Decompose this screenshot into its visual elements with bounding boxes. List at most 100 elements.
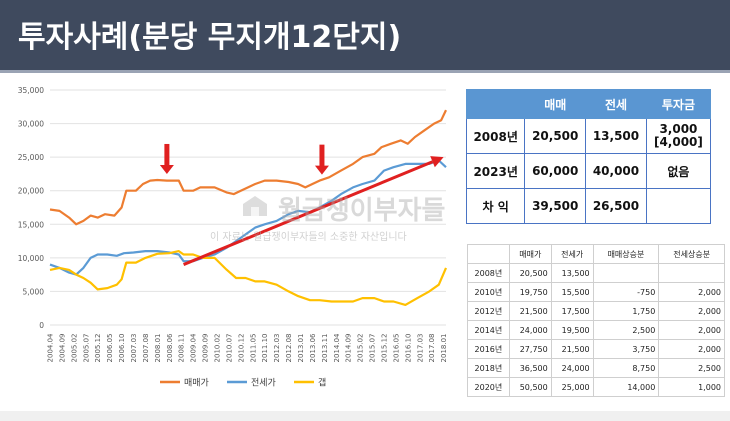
detail-cell-sale: 21,500 [508, 301, 552, 321]
detail-cell-jeonse: 15,500 [550, 282, 594, 302]
detail-cell-year: 2020년 [467, 377, 510, 397]
x-tick-label: 2006.10 [118, 334, 126, 363]
detail-header-sale: 매매가 [508, 244, 552, 264]
x-tick-label: 2013.11 [321, 334, 329, 363]
detail-cell-year: 2016년 [467, 339, 510, 359]
summary-header-sale: 매매 [524, 89, 587, 119]
x-tick-label: 2018.01 [440, 334, 448, 363]
down-arrow-head [159, 164, 174, 174]
x-tick-label: 2007.08 [142, 334, 150, 363]
x-tick-label: 2004.09 [58, 334, 66, 363]
page-title: 투자사례(분당 무지개12단지) [18, 20, 402, 55]
detail-cell-jeonse-up: 2,500 [658, 358, 725, 378]
summary-row-label: 2008년 [465, 118, 526, 154]
detail-cell-sale: 50,500 [508, 377, 552, 397]
x-tick-label: 2012.03 [273, 334, 281, 363]
detail-cell-sale: 24,000 [508, 320, 552, 340]
detail-row: 2014년 24,000 19,500 2,500 2,000 [467, 320, 725, 340]
summary-row-jeonse: 13,500 [585, 118, 647, 154]
summary-row: 2008년 20,500 13,500 3,000 [4,000] [465, 118, 712, 154]
detail-row: 2012년 21,500 17,500 1,750 2,000 [467, 301, 725, 321]
x-tick-label: 2008.01 [154, 334, 162, 363]
x-tick-label: 2017.03 [416, 334, 424, 363]
detail-header-jeonse-up: 전세상승분 [658, 244, 725, 264]
detail-cell-sale-up: 1,750 [592, 301, 660, 321]
summary-row-jeonse: 40,000 [585, 153, 647, 189]
summary-row-label: 2023년 [465, 153, 526, 189]
detail-cell-sale: 20,500 [508, 263, 552, 283]
x-tick-label: 2015.02 [357, 334, 365, 363]
legend-label: 전세가 [251, 378, 276, 389]
detail-cell-jeonse: 25,000 [550, 377, 594, 397]
y-tick-label: 10,000 [18, 254, 44, 263]
x-tick-label: 2008.11 [178, 334, 186, 363]
x-tick-label: 2007.03 [130, 334, 138, 363]
summary-row-sale: 60,000 [524, 153, 587, 189]
detail-cell-jeonse: 17,500 [550, 301, 594, 321]
summary-row-label: 차 익 [465, 188, 526, 224]
x-tick-label: 2004.04 [47, 333, 55, 362]
y-tick-label: 30,000 [18, 120, 44, 129]
detail-row: 2016년 27,750 21,500 3,750 2,000 [467, 339, 725, 359]
summary-row-jeonse: 26,500 [585, 188, 647, 224]
detail-cell-year: 2008년 [467, 263, 510, 283]
detail-cell-jeonse: 24,000 [550, 358, 594, 378]
detail-header-row: 매매가 전세가 매매상승분 전세상승분 [467, 244, 725, 264]
x-tick-label: 2017.08 [428, 334, 436, 363]
detail-cell-sale-up [592, 263, 660, 283]
series-line-gap [49, 250, 448, 306]
detail-row: 2010년 19,750 15,500 -750 2,000 [467, 282, 725, 302]
detail-cell-jeonse-up: 2,000 [658, 339, 725, 359]
x-tick-label: 2014.09 [345, 334, 353, 363]
y-tick-label: 15,000 [18, 220, 44, 229]
x-tick-label: 2012.08 [285, 334, 293, 363]
series-line-jeonse [49, 159, 447, 276]
summary-row: 2023년 60,000 40,000 없음 [465, 153, 712, 189]
detail-row: 2020년 50,500 25,000 14,000 1,000 [467, 377, 725, 397]
title-divider [0, 70, 730, 73]
summary-row-invest: 없음 [645, 153, 712, 189]
legend-label: 갭 [318, 377, 326, 389]
detail-header-jeonse: 전세가 [550, 244, 594, 264]
detail-cell-jeonse-up [658, 263, 725, 283]
legend-label: 매매가 [184, 378, 209, 389]
detail-cell-year: 2010년 [467, 282, 510, 302]
detail-row: 2008년 20,500 13,500 [467, 263, 725, 283]
y-tick-label: 25,000 [18, 153, 44, 162]
summary-row: 차 익 39,500 26,500 [465, 188, 712, 224]
detail-cell-jeonse-up: 1,000 [658, 377, 725, 397]
x-tick-label: 2010.07 [225, 334, 233, 363]
x-tick-label: 2013.06 [309, 333, 317, 362]
detail-cell-jeonse-up: 2,000 [658, 301, 725, 321]
x-tick-label: 2010.02 [213, 334, 221, 363]
detail-cell-jeonse: 13,500 [550, 263, 594, 283]
detail-cell-year: 2014년 [467, 320, 510, 340]
x-tick-label: 2011.05 [249, 334, 257, 363]
detail-cell-sale-up: 2,500 [592, 320, 660, 340]
x-tick-label: 2010.12 [237, 334, 245, 363]
y-tick-label: 20,000 [18, 187, 44, 196]
y-tick-label: 0 [39, 321, 44, 330]
summary-header-row: 매매 전세 투자금 [465, 89, 712, 119]
title-bar: 투자사례(분당 무지개12단지) [0, 0, 730, 70]
x-tick-label: 2015.12 [380, 334, 388, 363]
detail-cell-sale-up: -750 [592, 282, 660, 302]
x-tick-label: 2005.02 [70, 334, 78, 363]
summary-row-sale: 20,500 [524, 118, 587, 154]
x-tick-label: 2015.07 [369, 334, 377, 363]
x-tick-label: 2014.04 [333, 333, 341, 362]
detail-cell-sale-up: 14,000 [592, 377, 660, 397]
down-arrow-head [314, 165, 329, 175]
y-tick-label: 35,000 [18, 86, 44, 95]
down-arrow-shaft [164, 143, 170, 166]
x-tick-label: 2006.05 [106, 334, 114, 363]
x-tick-label: 2016.10 [404, 334, 412, 363]
detail-row: 2018년 36,500 24,000 8,750 2,500 [467, 358, 725, 378]
series-line-sale [49, 109, 447, 226]
x-tick-label: 2009.09 [202, 334, 210, 363]
detail-cell-jeonse: 19,500 [550, 320, 594, 340]
detail-header-blank [467, 244, 510, 264]
chart-svg: 0 5,000 10,000 15,000 20,000 25,000 30,000 35,0… [18, 86, 448, 389]
summary-row-invest: 3,000 [4,000] [645, 118, 712, 154]
summary-header-blank [465, 89, 526, 119]
